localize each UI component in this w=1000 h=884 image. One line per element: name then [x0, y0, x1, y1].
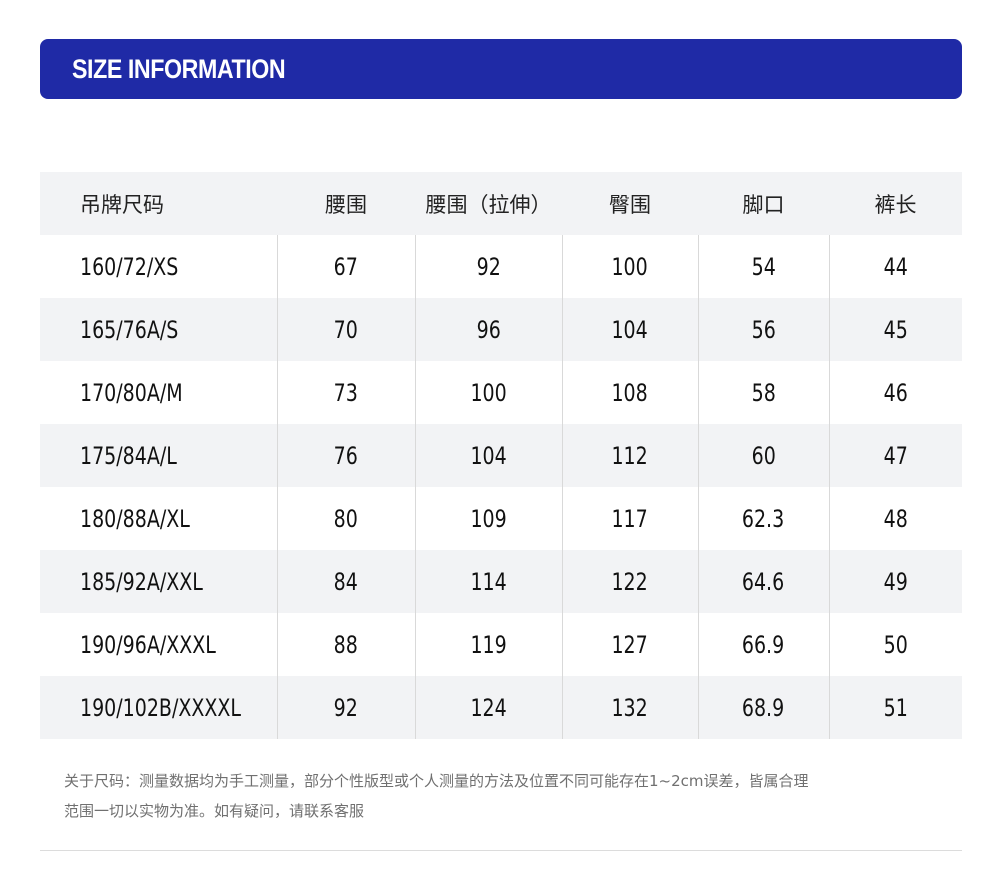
size-note: 关于尺码：测量数据均为手工测量，部分个性版型或个人测量的方法及位置不同可能存在1…: [64, 766, 964, 826]
cell-leg-opening: 66.9: [697, 613, 829, 676]
cell-waist: 73: [276, 361, 415, 424]
cell-pants-length: 46: [828, 361, 962, 424]
cell-leg-opening: 58: [697, 361, 829, 424]
header-pants-length: 裤长: [874, 192, 917, 217]
table-row: 170/80A/M 73 100 108 58 46: [40, 361, 962, 424]
cell-tag-size: 175/84A/L: [80, 441, 177, 470]
cell-leg-opening: 60: [697, 424, 829, 487]
cell-hip: 100: [561, 235, 698, 298]
cell-waist-stretched: 92: [414, 235, 562, 298]
cell-hip: 108: [561, 361, 698, 424]
cell-pants-length: 45: [828, 298, 962, 361]
cell-hip: 117: [561, 487, 698, 550]
size-info-banner: SIZE INFORMATION: [40, 39, 962, 99]
size-table: 吊牌尺码 腰围 腰围（拉伸） 臀围 脚口 裤长 160/72/XS 67 92 …: [40, 172, 962, 739]
cell-waist: 76: [276, 424, 415, 487]
cell-pants-length: 47: [828, 424, 962, 487]
cell-waist-stretched: 114: [414, 550, 562, 613]
cell-leg-opening: 62.3: [697, 487, 829, 550]
cell-tag-size: 185/92A/XXL: [80, 567, 203, 596]
cell-leg-opening: 56: [697, 298, 829, 361]
header-tag-size: 吊牌尺码: [80, 192, 164, 217]
cell-tag-size: 190/102B/XXXXL: [80, 693, 241, 722]
table-row: 180/88A/XL 80 109 117 62.3 48: [40, 487, 962, 550]
size-note-line-1: 关于尺码：测量数据均为手工测量，部分个性版型或个人测量的方法及位置不同可能存在1…: [64, 772, 809, 790]
cell-tag-size: 165/76A/S: [80, 315, 179, 344]
table-row: 190/102B/XXXXL 92 124 132 68.9 51: [40, 676, 962, 739]
cell-pants-length: 51: [828, 676, 962, 739]
cell-tag-size: 190/96A/XXXL: [80, 630, 216, 659]
cell-waist: 84: [276, 550, 415, 613]
cell-hip: 132: [561, 676, 698, 739]
table-row: 175/84A/L 76 104 112 60 47: [40, 424, 962, 487]
cell-pants-length: 50: [828, 613, 962, 676]
cell-leg-opening: 54: [697, 235, 829, 298]
cell-tag-size: 160/72/XS: [80, 252, 179, 281]
cell-tag-size: 170/80A/M: [80, 378, 183, 407]
cell-tag-size: 180/88A/XL: [80, 504, 190, 533]
cell-waist-stretched: 100: [414, 361, 562, 424]
cell-hip: 112: [561, 424, 698, 487]
cell-waist-stretched: 124: [414, 676, 562, 739]
header-waist-stretched: 腰围（拉伸）: [425, 192, 552, 217]
table-row: 185/92A/XXL 84 114 122 64.6 49: [40, 550, 962, 613]
header-hip: 臀围: [609, 192, 651, 217]
size-note-line-2: 范围一切以实物为准。如有疑问，请联系客服: [64, 802, 365, 820]
table-row: 160/72/XS 67 92 100 54 44: [40, 235, 962, 298]
header-leg-opening: 脚口: [742, 192, 785, 217]
cell-waist: 70: [276, 298, 415, 361]
cell-hip: 104: [561, 298, 698, 361]
cell-waist: 67: [276, 235, 415, 298]
table-header-row: 吊牌尺码 腰围 腰围（拉伸） 臀围 脚口 裤长: [40, 172, 962, 235]
cell-waist: 88: [276, 613, 415, 676]
cell-pants-length: 48: [828, 487, 962, 550]
cell-leg-opening: 68.9: [697, 676, 829, 739]
cell-waist-stretched: 109: [414, 487, 562, 550]
footer-divider: [40, 850, 962, 851]
cell-waist-stretched: 119: [414, 613, 562, 676]
table-row: 165/76A/S 70 96 104 56 45: [40, 298, 962, 361]
cell-leg-opening: 64.6: [697, 550, 829, 613]
header-waist: 腰围: [325, 192, 367, 217]
cell-waist: 92: [276, 676, 415, 739]
table-row: 190/96A/XXXL 88 119 127 66.9 50: [40, 613, 962, 676]
cell-waist-stretched: 104: [414, 424, 562, 487]
cell-waist-stretched: 96: [414, 298, 562, 361]
cell-pants-length: 44: [828, 235, 962, 298]
cell-hip: 127: [561, 613, 698, 676]
cell-pants-length: 49: [828, 550, 962, 613]
cell-waist: 80: [276, 487, 415, 550]
banner-title: SIZE INFORMATION: [72, 53, 286, 84]
cell-hip: 122: [561, 550, 698, 613]
